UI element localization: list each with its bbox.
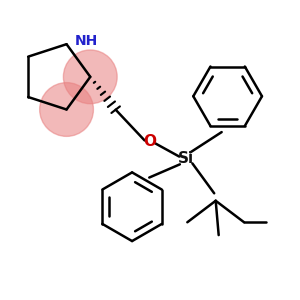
Circle shape [40,82,93,136]
Text: O: O [143,134,157,148]
Text: Si: Si [178,152,194,166]
Circle shape [63,50,117,104]
Text: NH: NH [75,34,98,48]
